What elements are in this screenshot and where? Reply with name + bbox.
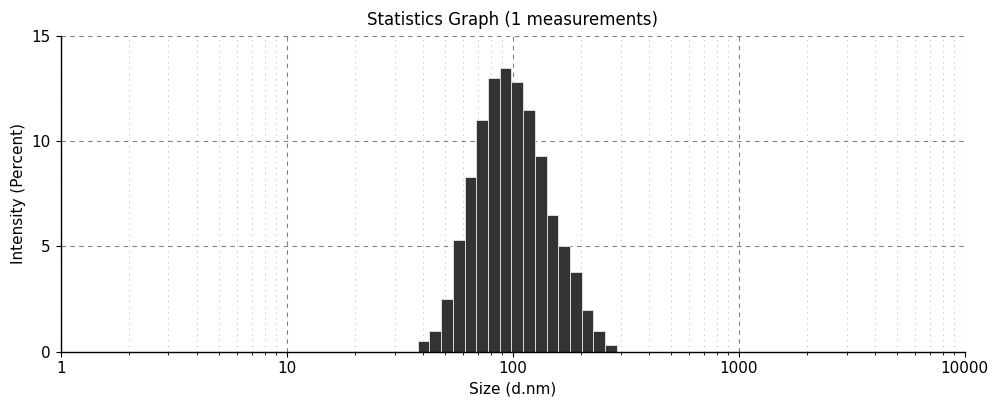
Bar xyxy=(418,341,429,352)
Y-axis label: Intensity (Percent): Intensity (Percent) xyxy=(11,123,26,264)
Bar xyxy=(523,110,535,352)
Bar xyxy=(500,68,511,352)
Bar xyxy=(465,177,476,352)
X-axis label: Size (d.nm): Size (d.nm) xyxy=(469,382,556,397)
Bar xyxy=(453,240,465,352)
Bar xyxy=(488,78,500,352)
Bar xyxy=(441,299,453,352)
Bar xyxy=(605,345,617,352)
Bar xyxy=(570,272,582,352)
Bar xyxy=(429,330,441,352)
Bar xyxy=(582,310,593,352)
Bar xyxy=(593,330,605,352)
Bar xyxy=(558,246,570,352)
Title: Statistics Graph (1 measurements): Statistics Graph (1 measurements) xyxy=(367,11,658,29)
Bar xyxy=(476,120,488,352)
Bar xyxy=(511,82,523,352)
Bar xyxy=(547,215,558,352)
Bar xyxy=(535,156,547,352)
